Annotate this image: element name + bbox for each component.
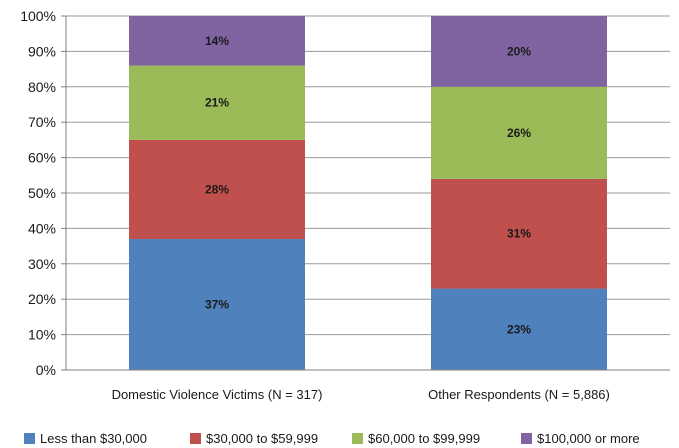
y-tick-label: 10% [28, 327, 56, 343]
bar-segment [431, 16, 607, 87]
bar-data-label: 14% [205, 34, 229, 48]
legend-label: $100,000 or more [537, 431, 640, 446]
legend-label: $60,000 to $99,999 [368, 431, 480, 446]
x-category-label: Other Respondents (N = 5,886) [428, 387, 610, 402]
y-axis-ticks: 0% 10% 20% 30% 40% 50% 60% 70% 80% 90% 100% [20, 8, 66, 378]
bar-data-label: 28% [205, 182, 229, 196]
y-tick-label: 90% [28, 43, 56, 59]
legend-swatch [24, 433, 35, 444]
legend-label: Less than $30,000 [40, 431, 147, 446]
legend-label: $30,000 to $59,999 [206, 431, 318, 446]
bar-data-label: 31% [507, 227, 531, 241]
bar-segment [129, 239, 305, 370]
y-tick-label: 70% [28, 114, 56, 130]
bar-data-label: 23% [507, 322, 531, 336]
bar-data-label: 21% [205, 96, 229, 110]
bar-data-label: 20% [507, 44, 531, 58]
bar-segment [431, 288, 607, 370]
bar-segment [129, 65, 305, 140]
x-axis-categories: Domestic Violence Victims (N = 317) Other… [112, 387, 610, 402]
bar-series: 37% 28% 21% 14% 23% 31% 26% 20% [129, 16, 607, 370]
y-tick-label: 0% [36, 362, 56, 378]
legend-swatch [352, 433, 363, 444]
y-tick-label: 60% [28, 150, 56, 166]
bar-segment [129, 139, 305, 240]
y-tick-label: 20% [28, 291, 56, 307]
legend: Less than $30,000 $30,000 to $59,999 $60,0… [24, 431, 640, 446]
bar-segment [431, 86, 607, 179]
y-tick-label: 50% [28, 185, 56, 201]
x-category-label: Domestic Violence Victims (N = 317) [112, 387, 323, 402]
y-tick-label: 30% [28, 256, 56, 272]
y-tick-label: 100% [20, 8, 56, 24]
y-tick-label: 80% [28, 79, 56, 95]
bar-segment [431, 178, 607, 289]
legend-swatch [521, 433, 532, 444]
bar-data-label: 37% [205, 298, 229, 312]
bar-segment [129, 16, 305, 66]
bar-data-label: 26% [507, 126, 531, 140]
y-tick-label: 40% [28, 220, 56, 236]
legend-swatch [190, 433, 201, 444]
